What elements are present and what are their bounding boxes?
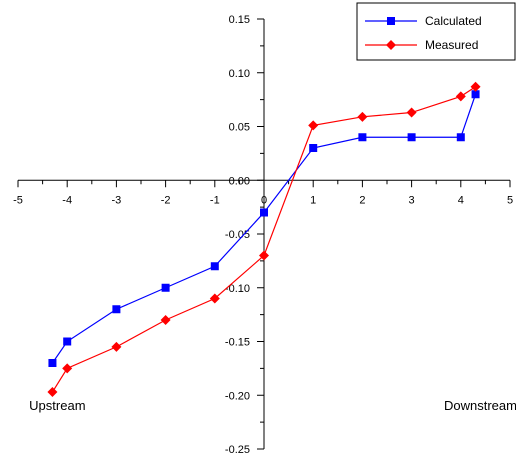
data-point-measured <box>470 81 481 92</box>
data-point-calculated <box>456 133 465 142</box>
legend-label-calculated: Calculated <box>425 14 482 28</box>
data-point-measured <box>47 387 58 398</box>
x-tick-label: 1 <box>310 194 316 206</box>
data-point-calculated <box>48 359 57 367</box>
x-tick-label: 4 <box>458 194 464 206</box>
data-point-calculated <box>63 337 72 346</box>
data-point-calculated <box>112 305 121 314</box>
data-point-measured <box>111 341 122 352</box>
x-tick-label: 2 <box>359 194 365 206</box>
x-tick-label: 3 <box>409 194 415 206</box>
x-tick-label: -1 <box>210 194 220 206</box>
y-tick-label: 0.05 <box>229 122 250 134</box>
data-point-measured <box>455 91 466 102</box>
data-point-measured <box>259 250 269 261</box>
data-point-calculated <box>260 208 268 217</box>
series-measured <box>47 81 481 398</box>
data-point-calculated <box>358 133 367 142</box>
data-point-calculated <box>309 144 318 152</box>
data-point-measured <box>62 363 73 374</box>
legend-label-measured: Measured <box>425 38 478 52</box>
legend-box <box>356 2 516 61</box>
y-tick-label: 0.00 <box>229 175 250 187</box>
y-tick-label: -0.20 <box>225 390 250 402</box>
data-point-calculated <box>161 283 170 292</box>
y-tick-label: 0.10 <box>229 68 250 80</box>
legend-marker-calculated <box>387 17 395 25</box>
y-tick-label: 0.15 <box>229 14 250 26</box>
data-point-measured <box>160 315 171 325</box>
series-calculated <box>48 90 480 367</box>
data-point-measured <box>209 293 220 304</box>
y-tick-label: -0.05 <box>225 229 250 241</box>
series-layer <box>47 81 481 398</box>
data-point-measured <box>357 111 368 122</box>
x-tick-label: 0 <box>261 194 267 206</box>
annotation-upstream: Upstream <box>29 398 85 413</box>
x-tick-label: -2 <box>161 194 171 206</box>
data-point-calculated <box>407 133 416 142</box>
data-point-calculated <box>210 262 219 271</box>
y-tick-label: -0.10 <box>225 283 250 295</box>
x-tick-label: -3 <box>112 194 122 206</box>
x-tick-label: -5 <box>13 194 23 206</box>
legend: Calculated Measured <box>356 2 516 61</box>
data-point-measured <box>308 120 319 131</box>
data-point-calculated <box>471 90 480 99</box>
y-tick-label: -0.15 <box>225 337 250 349</box>
annotation-layer: Upstream Downstream <box>29 398 516 413</box>
x-tick-label: -4 <box>62 194 72 206</box>
annotation-downstream: Downstream <box>444 398 516 413</box>
x-tick-label: 5 <box>507 194 513 206</box>
legend-marker-measured <box>386 40 396 50</box>
data-point-measured <box>406 107 417 118</box>
y-tick-label: -0.25 <box>225 444 250 454</box>
axes: -5 -4 -3 -2 -1 0 1 2 3 4 5 0.15 0.10 0.05 0.00 -0.05 -0.… <box>13 14 513 454</box>
